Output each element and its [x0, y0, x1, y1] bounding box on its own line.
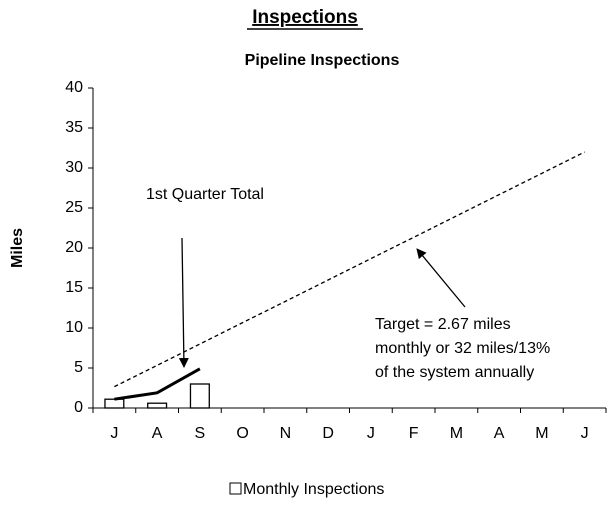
- cumulative-line: [114, 367, 201, 401]
- y-tick-label: 15: [65, 279, 83, 296]
- x-tick-label: S: [195, 425, 206, 442]
- chart-title: Inspections: [252, 7, 358, 28]
- x-tick-label: J: [581, 425, 589, 442]
- y-tick-label: 0: [74, 399, 83, 416]
- x-tick-label: J: [367, 425, 375, 442]
- y-tick-label: 20: [65, 239, 83, 256]
- y-tick-label: 40: [65, 79, 83, 96]
- x-tick-label: O: [236, 425, 248, 442]
- x-tick-label: D: [322, 425, 334, 442]
- arrow: [178, 237, 189, 368]
- annotation: Target = 2.67 miles: [375, 316, 511, 333]
- y-tick-label: 10: [65, 319, 83, 336]
- x-tick-label: N: [280, 425, 292, 442]
- bar: [189, 383, 210, 409]
- legend-label: Monthly Inspections: [243, 481, 384, 498]
- arrow: [416, 248, 466, 308]
- x-tick-label: M: [450, 425, 463, 442]
- annotation: monthly or 32 miles/13%: [375, 340, 550, 357]
- x-tick-label: J: [110, 425, 118, 442]
- y-tick-label: 30: [65, 159, 83, 176]
- x-tick-label: M: [535, 425, 548, 442]
- y-axis-label: Miles: [9, 228, 26, 268]
- legend-swatch: [229, 482, 242, 495]
- x-tick-label: A: [152, 425, 163, 442]
- y-tick-label: 5: [74, 359, 83, 376]
- bar: [104, 398, 125, 409]
- annotation: of the system annually: [375, 364, 534, 381]
- chart-subtitle: Pipeline Inspections: [245, 52, 400, 69]
- y-tick-label: 25: [65, 199, 83, 216]
- x-tick-label: F: [409, 425, 419, 442]
- annotation: 1st Quarter Total: [146, 186, 264, 203]
- y-tick-label: 35: [65, 119, 83, 136]
- target-line: [114, 151, 585, 388]
- bar: [147, 402, 168, 409]
- x-tick-label: A: [494, 425, 505, 442]
